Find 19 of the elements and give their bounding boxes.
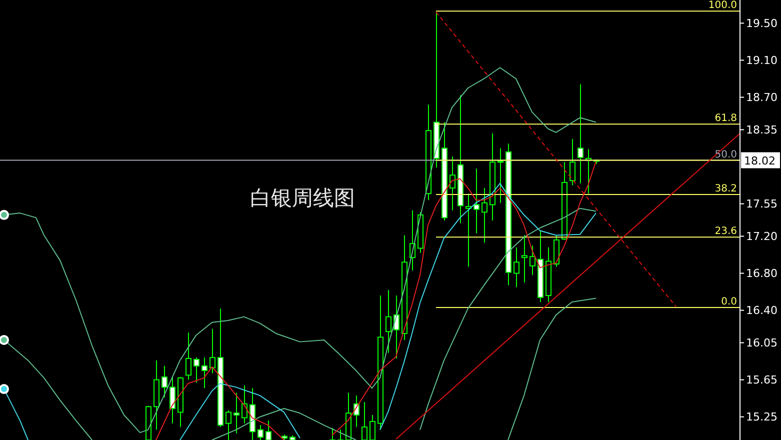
y-tick-label: 19.10 <box>746 54 778 68</box>
y-tick-label: 16.40 <box>746 304 778 318</box>
y-tick-label: 16.80 <box>746 267 778 280</box>
annotation: 38.2 <box>714 184 737 195</box>
y-tick-label: 16.05 <box>746 336 778 350</box>
y-tick-label: 19.50 <box>746 17 778 30</box>
annotation: 100.0 <box>708 0 737 12</box>
y-tick-label: 18.35 <box>746 124 778 137</box>
annotation: 50.0 <box>714 149 737 160</box>
ref-line-label: 18.02 <box>744 154 776 168</box>
text: 白银周线图 <box>250 185 355 212</box>
annotation: 61.8 <box>714 113 737 124</box>
y-tick-label: 15.25 <box>746 410 778 424</box>
y-tick-label: 15.65 <box>746 374 778 387</box>
annotation: 0.0 <box>721 296 737 308</box>
annotation: 23.6 <box>714 226 737 238</box>
y-tick-label: 17.20 <box>746 230 778 244</box>
y-tick-label: 17.55 <box>746 198 778 211</box>
y-tick-label: 18.70 <box>746 91 778 104</box>
